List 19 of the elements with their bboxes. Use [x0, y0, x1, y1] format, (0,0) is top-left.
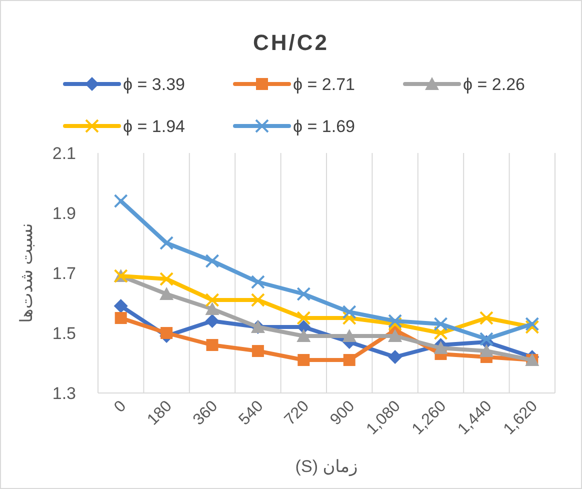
x-axis-title: زمان (S): [295, 457, 358, 477]
x-tick-label: 540: [236, 398, 267, 429]
legend-label: ϕ = 1.69: [293, 117, 355, 136]
x-tick-label: 360: [190, 398, 222, 429]
x-tick-label: 720: [282, 398, 313, 429]
legend-label: ϕ = 2.26: [463, 75, 525, 94]
x-tick-label: 900: [327, 398, 358, 429]
y-axis-title: نسبت شدت‌ها: [17, 223, 36, 323]
x-tick-label: 0: [111, 398, 130, 416]
y-tick-label: 1.7: [52, 264, 76, 283]
legend-label: ϕ = 3.39: [123, 75, 185, 94]
y-tick-label: 1.9: [52, 204, 76, 223]
y-tick-label: 1.3: [52, 384, 76, 403]
legend-label: ϕ = 1.94: [123, 117, 185, 136]
x-tick-label: 180: [144, 398, 176, 429]
legend-label: ϕ = 2.71: [293, 75, 355, 94]
y-tick-label: 1.5: [52, 324, 76, 343]
chart-title: CH/C2: [252, 30, 330, 55]
y-tick-label: 2.1: [52, 144, 76, 163]
